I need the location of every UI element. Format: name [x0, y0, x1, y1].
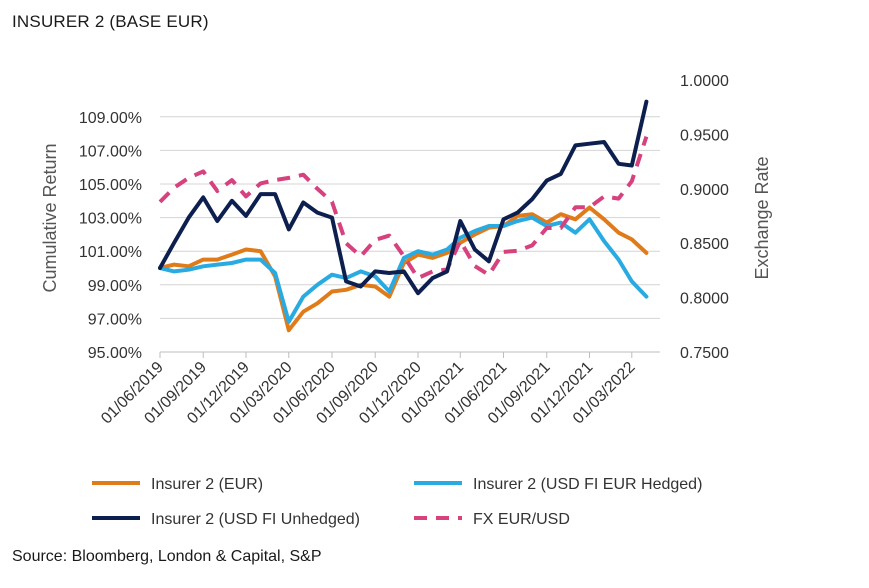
legend-label-3: FX EUR/USD [473, 511, 570, 528]
right-axis-title: Exchange Rate [752, 156, 772, 279]
legend-label-0: Insurer 2 (EUR) [151, 476, 263, 493]
right-tick-label: 0.7500 [680, 345, 729, 362]
right-tick-label: 0.8500 [680, 236, 729, 253]
series-lines [158, 99, 649, 333]
series-line-2 [158, 99, 649, 296]
left-tick-label: 105.00% [79, 177, 142, 194]
left-tick-label: 97.00% [88, 311, 142, 328]
legend-label-1: Insurer 2 (USD FI EUR Hedged) [473, 476, 702, 493]
gridlines [160, 116, 660, 353]
left-tick-label: 103.00% [79, 211, 142, 228]
left-tick-label: 95.00% [88, 345, 142, 362]
x-axis: 01/06/201901/09/201901/12/201901/03/2020… [98, 351, 660, 427]
series-line-0 [158, 205, 649, 333]
left-axis-ticks: 95.00% 97.00% 99.00% 101.00% 103.00% 105.00% 1… [79, 110, 142, 362]
right-tick-label: 1.0000 [680, 73, 729, 90]
legend-label-2: Insurer 2 (USD FI Unhedged) [151, 511, 360, 528]
series-line-3 [158, 135, 649, 280]
right-axis-ticks: 0.7500 0.8000 0.8500 0.9000 0.9500 1.0000 [680, 73, 729, 362]
right-tick-label: 0.8000 [680, 291, 729, 308]
left-tick-label: 107.00% [79, 143, 142, 160]
source-note: Source: Bloomberg, London & Capital, S&P [12, 548, 322, 565]
series-line-1 [158, 215, 649, 324]
chart-title: INSURER 2 (BASE EUR) [12, 12, 209, 31]
legend: Insurer 2 (EUR) Insurer 2 (USD FI EUR Hed… [92, 476, 702, 528]
right-tick-label: 0.9000 [680, 182, 729, 199]
left-axis-title: Cumulative Return [40, 143, 60, 292]
left-tick-label: 99.00% [88, 278, 142, 295]
left-tick-label: 101.00% [79, 244, 142, 261]
left-tick-label: 109.00% [79, 110, 142, 127]
right-tick-label: 0.9500 [680, 127, 729, 144]
